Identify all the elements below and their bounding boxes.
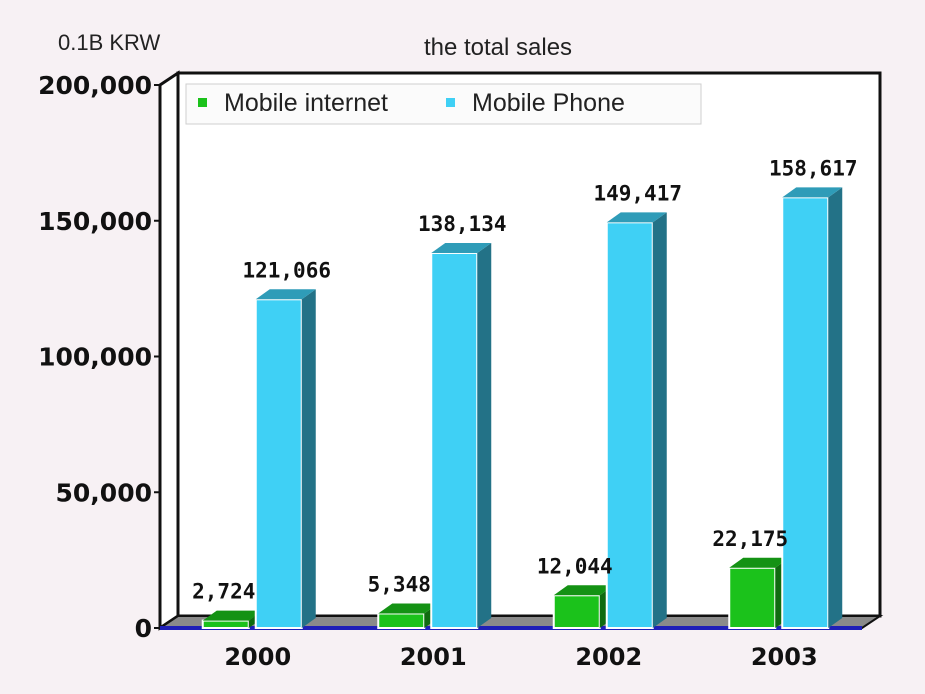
legend-label: Mobile Phone [472,89,625,117]
bar-top [606,212,667,223]
bar-top [553,585,614,596]
bar-front [781,196,830,629]
unit-label: 0.1B KRW [58,30,161,55]
data-label: 121,066 [242,258,331,282]
chart-title: the total sales [424,34,572,61]
bar-side [828,187,843,628]
bar-top [729,557,790,568]
data-labels: 2,724 121,066 2000 5,348 138,134 2001 12,044 14… [192,156,857,671]
data-label: 12,044 [537,554,613,578]
bar-front [254,298,303,629]
y-tick-label: 200,000 [38,71,152,100]
bar-side [652,212,667,629]
bar-front [430,251,479,629]
bar [377,603,439,629]
data-label: 149,417 [593,181,682,205]
bar [728,557,790,629]
legend-swatch [446,98,455,107]
x-tick-label: 2000 [224,643,291,671]
data-label: 22,175 [712,527,788,551]
bar-top [782,187,843,198]
bar [430,242,492,629]
bars [201,187,843,630]
bar-top [378,603,439,614]
bar-front [605,221,654,629]
bar [605,212,667,629]
y-tick-label: 100,000 [38,343,152,372]
bar [781,187,843,629]
data-label: 158,617 [769,156,858,180]
bar-side [301,289,316,628]
y-tick-label: 50,000 [56,478,152,507]
bar-side [477,242,492,628]
plot-side-wall [158,70,180,631]
legend-box [185,83,702,125]
data-label: 2,724 [192,580,255,604]
legend: Mobile internet Mobile Phone [185,83,702,125]
data-label: 5,348 [368,572,431,596]
x-tick-label: 2001 [400,643,467,671]
bar [552,585,614,629]
legend-label: Mobile internet [224,89,388,117]
bar-front [728,566,777,629]
x-tick-label: 2002 [575,643,642,671]
bar-front [201,619,250,630]
bar [254,289,316,629]
x-tick-label: 2003 [751,643,818,671]
bar-front [552,594,601,629]
y-tick-label: 150,000 [38,207,152,236]
bar-top [255,289,316,300]
legend-swatch [198,98,207,107]
data-label: 138,134 [418,212,507,236]
bar-front [377,612,426,629]
bar-top [431,242,492,253]
y-tick-label: 0 [135,614,152,643]
bar-top [202,610,263,621]
